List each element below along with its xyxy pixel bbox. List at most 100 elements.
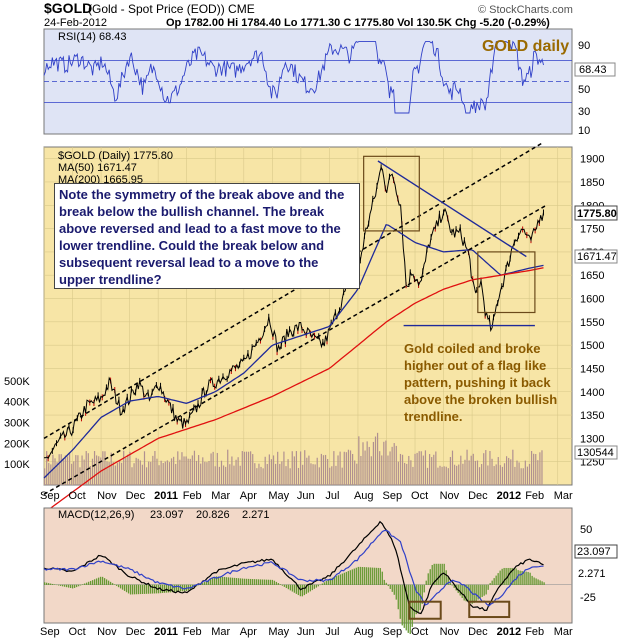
- macd-histogram-bar: [309, 584, 312, 592]
- volume-bar: [376, 432, 379, 485]
- month-label: Sep: [40, 490, 60, 502]
- macd-histogram-bar: [259, 579, 262, 585]
- volume-bar: [160, 460, 162, 485]
- volume-bar: [345, 452, 347, 485]
- volume-bar: [362, 442, 364, 485]
- rsi-tick-30: 30: [578, 106, 590, 118]
- macd-histogram-bar: [523, 571, 525, 585]
- macd-histogram-bar: [499, 570, 501, 585]
- volume-bar: [279, 463, 281, 485]
- volume-bar: [458, 464, 460, 485]
- volume-bar: [158, 465, 160, 485]
- volume-bar: [193, 450, 196, 485]
- volume-bar: [453, 464, 456, 485]
- volume-bar: [456, 465, 458, 485]
- volume-bar: [143, 451, 146, 485]
- volume-bar: [422, 455, 424, 485]
- volume-bar: [68, 453, 71, 485]
- volume-bar: [285, 466, 287, 485]
- volume-bar: [526, 466, 529, 485]
- macd-histogram-bar: [291, 584, 294, 592]
- macd-histogram-bar: [485, 584, 487, 595]
- volume-bar: [250, 451, 252, 485]
- macd-histogram-bar: [355, 567, 357, 585]
- macd-histogram-bar: [227, 577, 230, 585]
- macd-histogram-bar: [67, 584, 70, 588]
- volume-bar: [262, 468, 264, 485]
- macd-histogram-bar: [183, 584, 186, 592]
- month-label: Dec: [468, 626, 488, 638]
- volume-bar: [306, 457, 308, 485]
- month-label: Sep: [382, 490, 402, 502]
- macd-histogram-bar: [101, 576, 104, 585]
- volume-bar: [277, 451, 279, 485]
- volume-bar: [368, 446, 370, 485]
- macd-histogram-bar: [167, 584, 170, 593]
- volume-bar: [470, 455, 472, 485]
- macd-histogram-bar: [273, 580, 276, 585]
- month-axis-top: Sep Oct Nov Dec 2011 Feb Mar Apr May Jun Jul Aug Sep…: [40, 490, 573, 502]
- volume-bar: [445, 466, 447, 485]
- volume-bar: [349, 450, 352, 485]
- macd-histogram-bar: [189, 584, 192, 590]
- volume-bar: [116, 462, 119, 485]
- macd-histogram-bar: [415, 584, 417, 615]
- macd-histogram-bar: [399, 584, 401, 619]
- month-label: Apr: [240, 490, 257, 502]
- macd-box-value: 23.097: [577, 546, 611, 558]
- volume-bar: [254, 463, 256, 485]
- volume-bar: [71, 463, 73, 485]
- macd-histogram-bar: [257, 579, 260, 585]
- volume-bar: [179, 459, 181, 485]
- macd-histogram-bar: [541, 581, 543, 585]
- volume-bar: [291, 451, 293, 485]
- volume-bar: [320, 453, 322, 485]
- month-label: Mar: [554, 490, 573, 502]
- volume-bar: [399, 453, 402, 485]
- volume-bar: [327, 458, 329, 485]
- macd-histogram-bar: [521, 570, 523, 585]
- hist-box-value: 2.271: [578, 568, 606, 580]
- volume-bar: [185, 456, 187, 485]
- volume-bar: [62, 458, 64, 485]
- volume-bar: [64, 455, 67, 485]
- price-line: [44, 165, 544, 459]
- month-label: Dec: [468, 490, 488, 502]
- volume-bar: [112, 462, 114, 485]
- macd-histogram-bar: [345, 571, 347, 585]
- signal-line: [43, 529, 544, 607]
- month-label: Aug: [354, 490, 374, 502]
- volume-bar: [395, 445, 397, 485]
- macd-histogram-bar: [527, 571, 529, 585]
- volume-bar: [152, 455, 154, 485]
- macd-histogram-bar: [215, 576, 218, 585]
- volume-bar: [168, 462, 171, 485]
- macd-histogram-bar: [379, 568, 381, 585]
- volume-bar: [302, 464, 304, 485]
- macd-histogram-bar: [369, 567, 371, 585]
- volume-bar: [210, 453, 212, 485]
- macd-histogram-bar: [367, 567, 369, 585]
- volume-bar: [46, 451, 48, 485]
- volume-bar: [426, 467, 429, 485]
- macd-histogram-bar: [77, 584, 80, 587]
- volume-bar: [308, 455, 310, 485]
- macd-histogram-bar: [223, 577, 226, 585]
- volume-bar: [520, 468, 522, 485]
- macd-histogram-bar: [81, 584, 84, 585]
- macd-histogram-bar: [143, 584, 146, 594]
- volume-bar: [206, 462, 208, 485]
- hist-value-text: 2.271: [242, 509, 270, 521]
- volume-bar: [258, 463, 260, 485]
- volume-bar: [397, 461, 399, 485]
- volume-bar: [408, 455, 410, 485]
- volume-bar: [268, 454, 270, 485]
- macd-histogram-bar: [359, 566, 361, 585]
- volume-bar: [295, 451, 298, 485]
- rsi-label: RSI(14) 68.43: [58, 31, 126, 43]
- macd-histogram-bar: [175, 584, 178, 592]
- volume-bar: [239, 465, 241, 485]
- macd-histogram-bar: [171, 584, 174, 593]
- signal-value-text: 20.826: [196, 509, 230, 521]
- volume-bar: [189, 458, 191, 485]
